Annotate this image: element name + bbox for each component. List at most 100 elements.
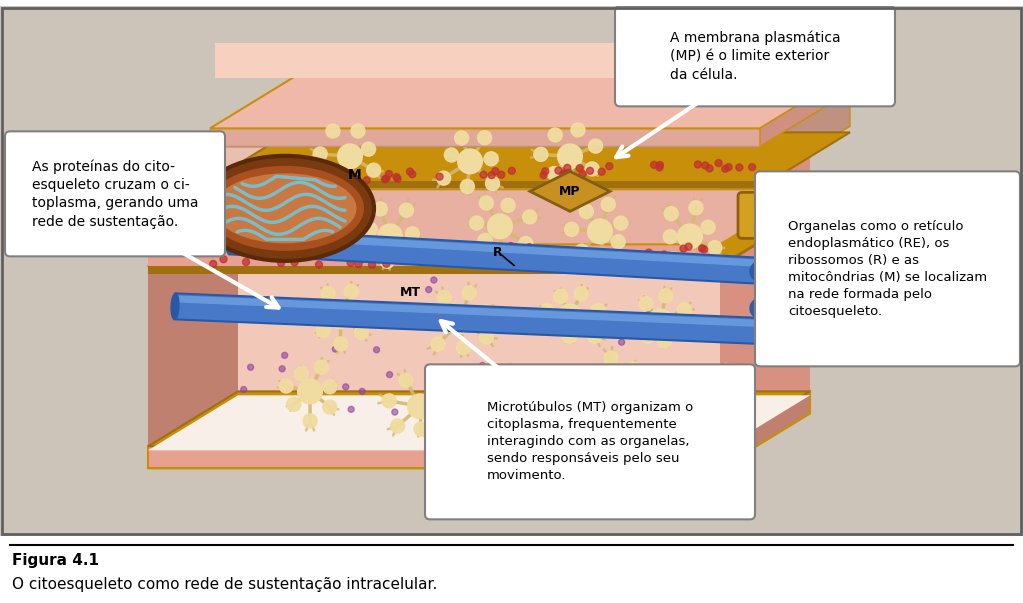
Polygon shape xyxy=(148,211,810,267)
Circle shape xyxy=(281,352,287,358)
Polygon shape xyxy=(175,294,770,344)
Circle shape xyxy=(437,291,451,305)
Circle shape xyxy=(373,347,380,353)
Circle shape xyxy=(715,160,722,166)
Circle shape xyxy=(688,201,703,215)
Circle shape xyxy=(323,380,337,394)
Circle shape xyxy=(277,259,284,267)
Polygon shape xyxy=(0,7,1023,536)
Polygon shape xyxy=(229,229,770,285)
Circle shape xyxy=(479,305,493,319)
Circle shape xyxy=(668,374,674,380)
Polygon shape xyxy=(148,189,810,244)
Circle shape xyxy=(656,164,663,171)
Polygon shape xyxy=(148,186,720,446)
Circle shape xyxy=(298,379,322,403)
Circle shape xyxy=(564,165,571,171)
Circle shape xyxy=(478,131,492,145)
Circle shape xyxy=(630,314,644,328)
Circle shape xyxy=(480,171,487,178)
Circle shape xyxy=(434,405,440,411)
Circle shape xyxy=(400,246,413,260)
Circle shape xyxy=(610,404,623,418)
Circle shape xyxy=(256,174,263,181)
Circle shape xyxy=(359,251,365,259)
Circle shape xyxy=(220,256,227,263)
Circle shape xyxy=(602,197,615,211)
Circle shape xyxy=(363,177,370,184)
FancyBboxPatch shape xyxy=(5,131,225,256)
Circle shape xyxy=(462,286,477,300)
Circle shape xyxy=(680,245,686,252)
Text: RE: RE xyxy=(761,209,782,223)
Circle shape xyxy=(272,177,279,184)
Circle shape xyxy=(608,376,632,400)
Circle shape xyxy=(381,254,394,268)
Circle shape xyxy=(552,253,560,260)
Circle shape xyxy=(636,380,651,394)
Circle shape xyxy=(598,168,606,175)
Circle shape xyxy=(358,256,365,263)
Circle shape xyxy=(547,166,562,180)
Circle shape xyxy=(279,366,285,372)
Circle shape xyxy=(503,366,517,380)
Circle shape xyxy=(701,411,715,425)
Circle shape xyxy=(278,214,302,238)
Circle shape xyxy=(366,163,381,177)
Circle shape xyxy=(658,253,665,259)
Circle shape xyxy=(498,171,504,178)
Circle shape xyxy=(668,257,675,264)
Text: As proteínas do cito-
esqueleto cruzam o ci-
toplasma, gerando uma
rede de suste: As proteínas do cito- esqueleto cruzam o… xyxy=(32,159,198,229)
Circle shape xyxy=(480,362,486,368)
Text: M: M xyxy=(348,168,362,182)
Circle shape xyxy=(229,177,236,183)
Circle shape xyxy=(629,258,636,265)
Circle shape xyxy=(312,305,326,319)
Circle shape xyxy=(585,162,599,176)
Circle shape xyxy=(523,210,537,224)
Circle shape xyxy=(579,411,585,417)
Circle shape xyxy=(305,230,319,244)
Circle shape xyxy=(579,204,593,218)
Circle shape xyxy=(680,382,695,396)
Polygon shape xyxy=(148,131,810,186)
Circle shape xyxy=(359,388,365,394)
Circle shape xyxy=(338,144,362,168)
Circle shape xyxy=(324,169,339,183)
Circle shape xyxy=(286,397,301,411)
Circle shape xyxy=(391,242,398,249)
Text: O citoesqueleto como rede de sustentação intracelular.: O citoesqueleto como rede de sustentação… xyxy=(12,578,438,592)
Ellipse shape xyxy=(214,173,356,244)
Circle shape xyxy=(355,251,362,258)
Circle shape xyxy=(323,400,337,414)
Circle shape xyxy=(696,369,710,383)
Circle shape xyxy=(736,164,743,171)
Circle shape xyxy=(260,252,267,259)
Circle shape xyxy=(429,312,443,326)
Circle shape xyxy=(677,303,692,317)
Circle shape xyxy=(296,172,303,179)
Polygon shape xyxy=(201,182,760,188)
Circle shape xyxy=(199,245,207,252)
Circle shape xyxy=(258,173,265,180)
Circle shape xyxy=(576,249,583,256)
Polygon shape xyxy=(720,391,810,469)
Circle shape xyxy=(525,367,539,380)
Circle shape xyxy=(540,172,547,178)
Circle shape xyxy=(383,175,390,182)
Circle shape xyxy=(425,372,439,386)
Circle shape xyxy=(399,373,413,387)
Circle shape xyxy=(409,319,415,325)
Polygon shape xyxy=(760,91,850,182)
Circle shape xyxy=(565,169,572,176)
Polygon shape xyxy=(201,91,850,147)
Circle shape xyxy=(495,249,509,263)
Circle shape xyxy=(683,402,698,416)
Circle shape xyxy=(279,379,294,393)
Circle shape xyxy=(215,243,221,250)
Circle shape xyxy=(504,262,512,269)
Circle shape xyxy=(588,139,603,153)
Circle shape xyxy=(244,314,251,320)
Circle shape xyxy=(619,339,625,345)
Circle shape xyxy=(235,241,242,248)
